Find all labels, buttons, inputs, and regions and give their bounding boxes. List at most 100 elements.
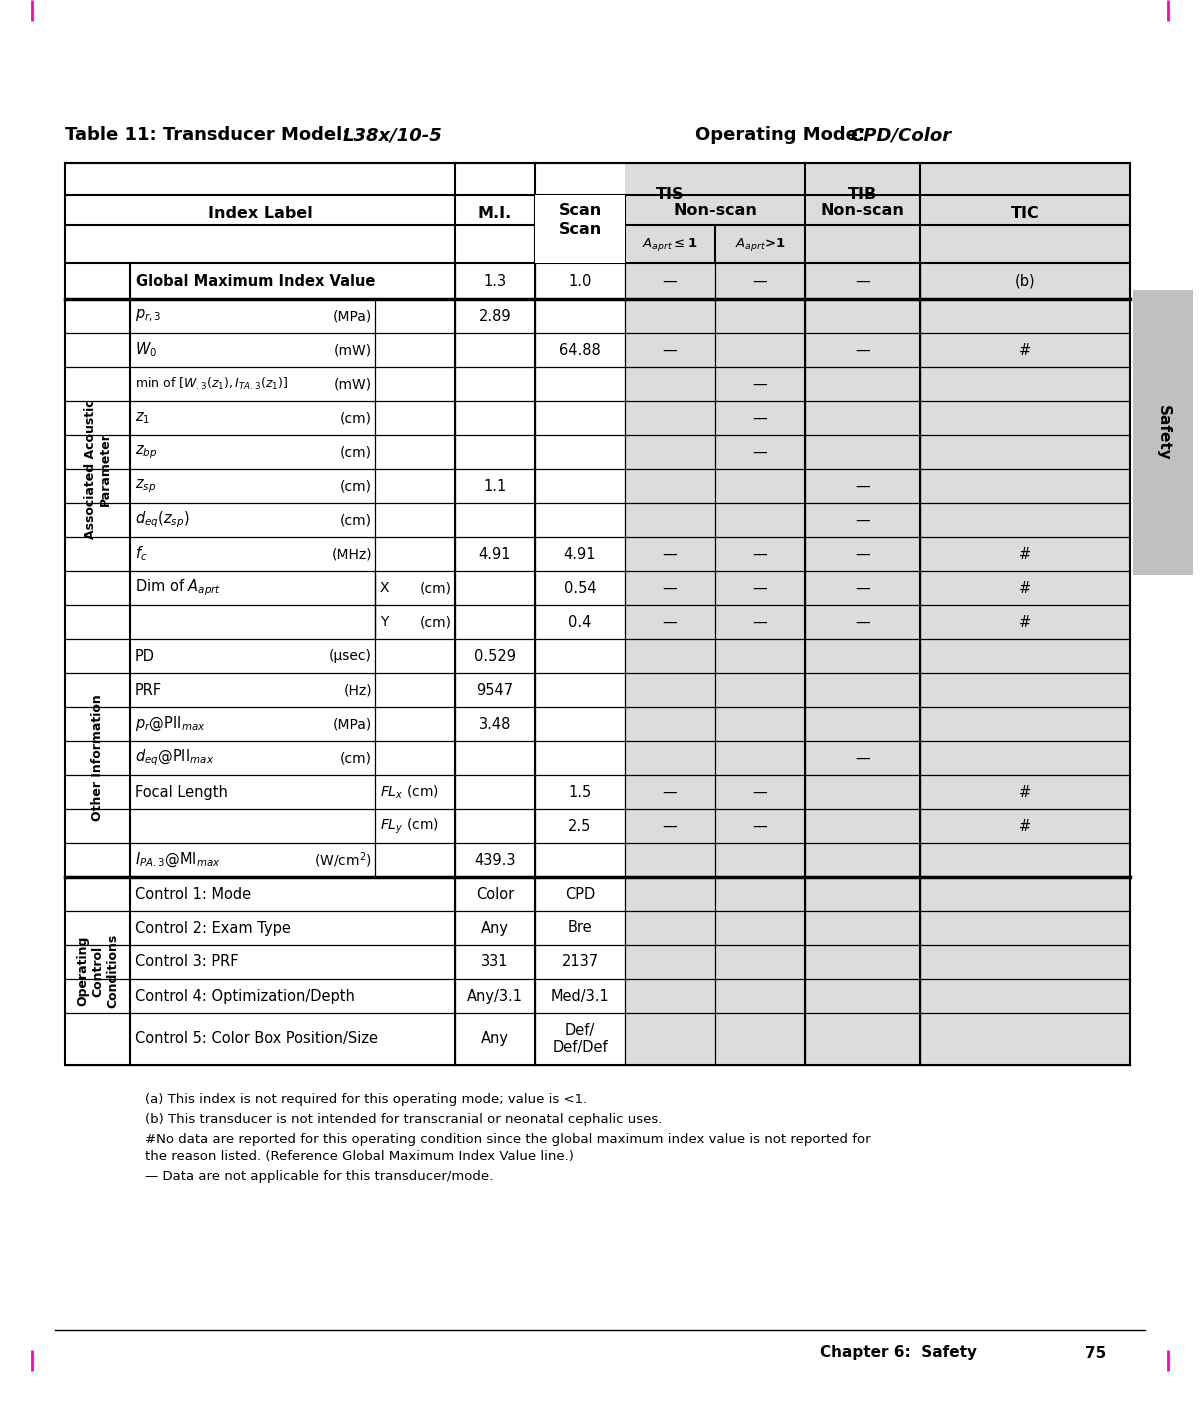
Text: (Hz): (Hz): [343, 683, 372, 697]
Bar: [715, 162, 805, 1064]
Text: Bre: Bre: [568, 921, 593, 935]
Text: 3.48: 3.48: [479, 717, 511, 731]
Text: (cm): (cm): [340, 410, 372, 425]
Text: —: —: [752, 580, 767, 596]
Text: $I_{PA.3}$@MI$_{max}$: $I_{PA.3}$@MI$_{max}$: [134, 851, 221, 869]
Text: —: —: [856, 614, 870, 630]
Text: (b) This transducer is not intended for transcranial or neonatal cephalic uses.: (b) This transducer is not intended for …: [145, 1113, 662, 1126]
Text: Y: Y: [380, 616, 389, 628]
Text: —: —: [856, 513, 870, 527]
Text: 1.1: 1.1: [484, 479, 506, 493]
Text: min of [$W_{.3}(z_1),I_{TA.3}(z_1)$]: min of [$W_{.3}(z_1),I_{TA.3}(z_1)$]: [134, 376, 288, 392]
Text: Other Information: Other Information: [91, 694, 104, 821]
Bar: [625, 162, 715, 1064]
Text: —: —: [856, 547, 870, 561]
Text: 1.0: 1.0: [569, 274, 592, 288]
Text: PRF: PRF: [134, 683, 162, 697]
Text: (MPa): (MPa): [332, 717, 372, 731]
Text: 4.91: 4.91: [479, 547, 511, 561]
Text: Focal Length: Focal Length: [134, 785, 228, 799]
Text: Any/3.1: Any/3.1: [467, 989, 523, 1003]
Text: — Data are not applicable for this transducer/mode.: — Data are not applicable for this trans…: [145, 1170, 493, 1183]
Text: X: X: [380, 581, 390, 596]
Text: Index Label: Index Label: [208, 205, 312, 221]
Text: Dim of $A_{aprt}$: Dim of $A_{aprt}$: [134, 577, 221, 598]
Text: Non-scan: Non-scan: [673, 202, 757, 218]
Text: (cm): (cm): [340, 513, 372, 527]
Text: $p_r$@PII$_{max}$: $p_r$@PII$_{max}$: [134, 715, 205, 734]
Text: Med/3.1: Med/3.1: [551, 989, 610, 1003]
Text: 331: 331: [481, 955, 509, 969]
Bar: [805, 162, 920, 1064]
Text: —: —: [752, 445, 767, 459]
Text: 2.89: 2.89: [479, 308, 511, 323]
Text: 2137: 2137: [562, 955, 599, 969]
Text: (MPa): (MPa): [332, 309, 372, 323]
Text: (cm): (cm): [340, 751, 372, 765]
Text: —: —: [856, 274, 870, 288]
Text: Control 2: Exam Type: Control 2: Exam Type: [134, 921, 290, 935]
Text: $z_1$: $z_1$: [134, 410, 150, 426]
Text: (mW): (mW): [334, 378, 372, 390]
Bar: [1133, 291, 1193, 576]
Text: 4.91: 4.91: [564, 547, 596, 561]
Text: M.I.: M.I.: [478, 205, 512, 221]
Text: (mW): (mW): [334, 343, 372, 358]
Text: 439.3: 439.3: [474, 852, 516, 868]
Text: 0.54: 0.54: [564, 580, 596, 596]
Text: the reason listed. (Reference Global Maximum Index Value line.): the reason listed. (Reference Global Max…: [145, 1150, 574, 1163]
Text: Non-scan: Non-scan: [821, 202, 905, 218]
Bar: [535, 195, 625, 264]
Text: —: —: [856, 342, 870, 358]
Bar: [65, 162, 1130, 1064]
Text: TIS: TIS: [655, 187, 684, 201]
Text: (cm): (cm): [340, 445, 372, 459]
Text: Associated Acoustic
Parameter: Associated Acoustic Parameter: [84, 399, 112, 539]
Text: —: —: [752, 376, 767, 392]
Text: Scan: Scan: [558, 221, 601, 237]
Text: (MHz): (MHz): [331, 547, 372, 561]
Text: —: —: [662, 580, 677, 596]
Text: #: #: [1019, 342, 1031, 358]
Text: 9547: 9547: [476, 683, 514, 697]
Text: #: #: [1019, 547, 1031, 561]
Text: $p_{r,3}$: $p_{r,3}$: [134, 308, 162, 323]
Text: Scan: Scan: [558, 202, 601, 218]
Text: 0.4: 0.4: [569, 614, 592, 630]
Text: Chapter 6:  Safety: Chapter 6: Safety: [820, 1345, 977, 1361]
Text: Def/
Def/Def: Def/ Def/Def: [552, 1023, 608, 1054]
Text: Any: Any: [481, 921, 509, 935]
Text: 75: 75: [1085, 1345, 1106, 1361]
Text: (cm): (cm): [420, 616, 452, 628]
Text: —: —: [856, 751, 870, 765]
Text: #: #: [1019, 785, 1031, 799]
Bar: [920, 162, 1130, 1064]
Text: $A_{aprt}$$\leq$1: $A_{aprt}$$\leq$1: [642, 235, 698, 252]
Text: PD: PD: [134, 648, 155, 664]
Text: —: —: [752, 785, 767, 799]
Text: CPD/Color: CPD/Color: [850, 125, 952, 144]
Text: 64.88: 64.88: [559, 342, 601, 358]
Bar: [65, 162, 1130, 1064]
Text: Operating Mode:: Operating Mode:: [695, 125, 871, 144]
Text: Control 1: Mode: Control 1: Mode: [134, 886, 251, 902]
Text: L38x/10-5: L38x/10-5: [343, 125, 443, 144]
Text: 2.5: 2.5: [569, 818, 592, 834]
Text: —: —: [662, 785, 677, 799]
Text: $W_0$: $W_0$: [134, 341, 157, 359]
Text: —: —: [752, 410, 767, 426]
Text: —: —: [856, 580, 870, 596]
Text: Color: Color: [476, 886, 514, 902]
Text: $f_c$: $f_c$: [134, 544, 148, 563]
Text: Safety: Safety: [1156, 405, 1170, 460]
Text: —: —: [752, 274, 767, 288]
Text: —: —: [752, 818, 767, 834]
Text: $d_{eq}$@PII$_{max}$: $d_{eq}$@PII$_{max}$: [134, 748, 214, 768]
Text: $z_{sp}$: $z_{sp}$: [134, 477, 156, 494]
Text: —: —: [662, 274, 677, 288]
Text: $A_{aprt}$>1: $A_{aprt}$>1: [734, 235, 785, 252]
Text: Control 4: Optimization/Depth: Control 4: Optimization/Depth: [134, 989, 355, 1003]
Text: $FL_x$ (cm): $FL_x$ (cm): [380, 784, 439, 801]
Text: $d_{eq}(z_{sp})$: $d_{eq}(z_{sp})$: [134, 510, 190, 530]
Text: TIC: TIC: [1010, 205, 1039, 221]
